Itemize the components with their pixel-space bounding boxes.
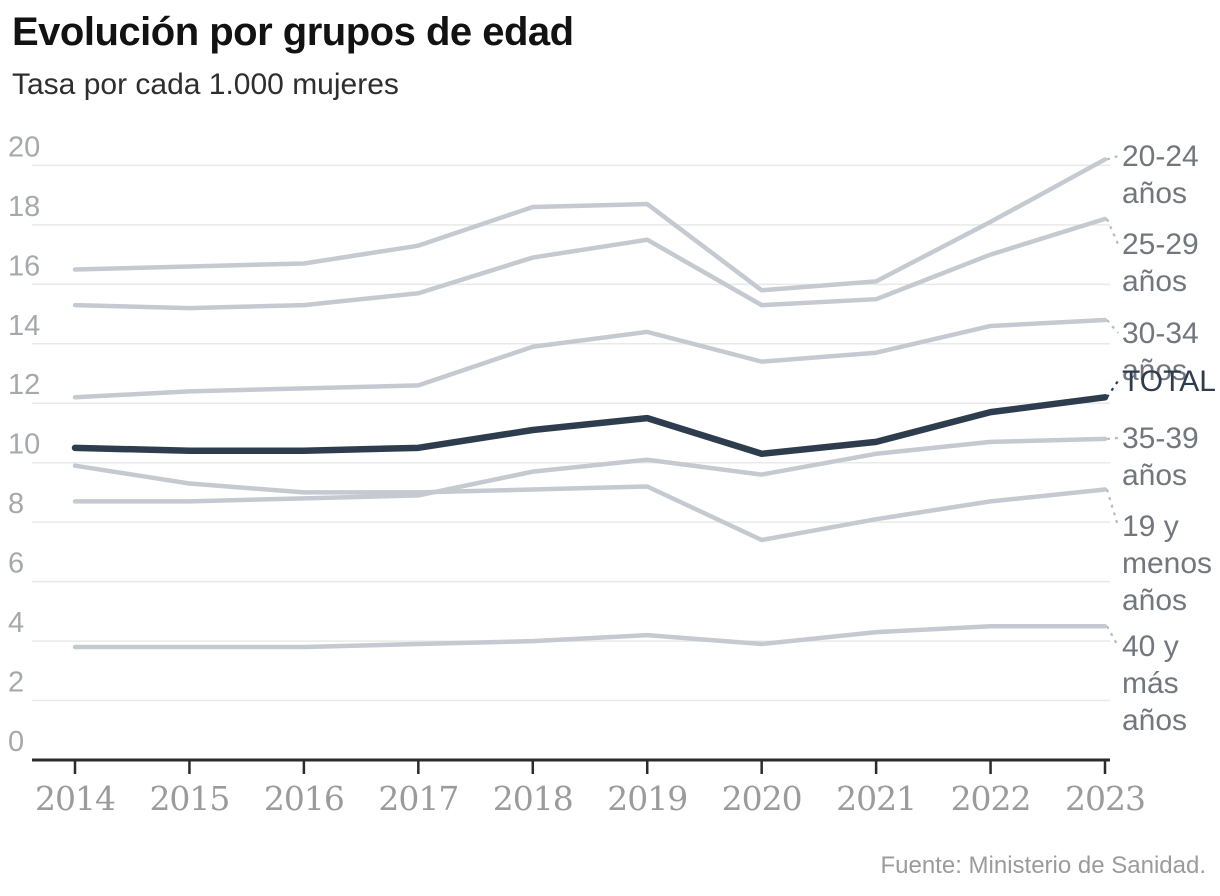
y-tick-label-0: 0 bbox=[8, 726, 24, 758]
x-tick-label-2023: 2023 bbox=[1065, 779, 1145, 818]
x-tick-label-2016: 2016 bbox=[264, 779, 344, 818]
x-tick-label-2021: 2021 bbox=[836, 779, 916, 818]
y-tick-label-12: 12 bbox=[8, 369, 40, 401]
y-tick-label-16: 16 bbox=[8, 250, 40, 282]
y-tick-label-4: 4 bbox=[8, 607, 24, 639]
series-label-line: 35-39 bbox=[1122, 422, 1199, 455]
series-label-line: más bbox=[1122, 667, 1179, 700]
series-label-30-34-años: 30-34 años bbox=[1122, 315, 1218, 389]
y-tick-label-14: 14 bbox=[8, 310, 40, 342]
x-tick-label-2014: 2014 bbox=[35, 779, 115, 818]
series-line-25-29-años bbox=[72, 216, 1108, 311]
series-label-total: TOTAL bbox=[1122, 363, 1218, 400]
chart-title: Evolución por grupos de edad bbox=[12, 10, 574, 54]
series-label-line: años bbox=[1122, 177, 1188, 210]
series-label-line: años bbox=[1122, 354, 1188, 387]
series-label-40-y-más-años: 40 y más años bbox=[1122, 628, 1218, 739]
series-label-20-24-años: 20-24 años bbox=[1122, 138, 1218, 212]
x-tick-label-2020: 2020 bbox=[722, 779, 802, 818]
series-line-40-y-más-años bbox=[72, 623, 1108, 650]
x-tick-label-2015: 2015 bbox=[149, 779, 229, 818]
label-leader-40-y-más-años bbox=[1106, 625, 1119, 647]
y-tick-label-2: 2 bbox=[8, 667, 24, 699]
label-leader-35-39-años bbox=[1106, 436, 1119, 441]
y-tick-label-8: 8 bbox=[8, 488, 24, 520]
y-tick-label-6: 6 bbox=[8, 548, 24, 580]
label-leader-19-y-menos-años bbox=[1105, 489, 1120, 527]
x-tick-label-2017: 2017 bbox=[378, 779, 458, 818]
y-tick-label-10: 10 bbox=[8, 429, 40, 461]
series-label-line: 20-24 bbox=[1122, 140, 1199, 173]
series-label-line: TOTAL bbox=[1122, 365, 1216, 398]
series-label-line: 40 y bbox=[1122, 630, 1179, 663]
series-label-line: 25-29 bbox=[1122, 228, 1199, 261]
series-label-line: menos bbox=[1122, 547, 1213, 580]
series-label-line: años bbox=[1122, 265, 1188, 298]
chart-subtitle: Tasa por cada 1.000 mujeres bbox=[12, 68, 399, 101]
series-line-total bbox=[71, 394, 1109, 458]
x-tick-label-2019: 2019 bbox=[607, 779, 687, 818]
x-tick-label-2022: 2022 bbox=[951, 779, 1031, 818]
x-tick-label-2018: 2018 bbox=[493, 779, 573, 818]
series-line-30-34-años bbox=[72, 317, 1108, 400]
label-leader-20-24-años bbox=[1106, 154, 1119, 161]
series-label-35-39-años: 35-39 años bbox=[1122, 420, 1218, 494]
label-leader-total bbox=[1106, 380, 1119, 398]
y-tick-label-18: 18 bbox=[8, 191, 40, 223]
series-line-20-24-años bbox=[72, 157, 1108, 293]
source-note: Fuente: Ministerio de Sanidad. bbox=[880, 852, 1206, 879]
series-label-line: años bbox=[1122, 704, 1188, 737]
series-line-19-y-menos-años bbox=[72, 463, 1108, 543]
y-tick-label-20: 20 bbox=[8, 131, 40, 163]
series-label-line: años bbox=[1122, 584, 1188, 617]
series-label-line: 19 y bbox=[1122, 510, 1179, 543]
series-label-19-y-menos-años: 19 y menos años bbox=[1122, 508, 1218, 619]
series-label-25-29-años: 25-29 años bbox=[1122, 226, 1218, 300]
series-line-35-39-años bbox=[72, 436, 1108, 504]
series-label-line: 30-34 bbox=[1122, 317, 1199, 350]
label-leader-30-34-años bbox=[1106, 319, 1119, 334]
label-leader-25-29-años bbox=[1105, 218, 1120, 245]
series-label-line: años bbox=[1122, 459, 1188, 492]
